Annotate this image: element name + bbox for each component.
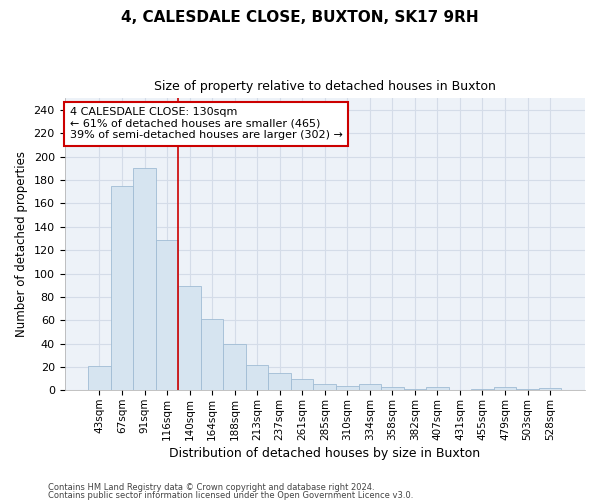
Bar bbox=[178, 286, 201, 391]
Bar bbox=[291, 378, 313, 390]
X-axis label: Distribution of detached houses by size in Buxton: Distribution of detached houses by size … bbox=[169, 447, 481, 460]
Text: 4 CALESDALE CLOSE: 130sqm
← 61% of detached houses are smaller (465)
39% of semi: 4 CALESDALE CLOSE: 130sqm ← 61% of detac… bbox=[70, 107, 343, 140]
Bar bbox=[516, 389, 539, 390]
Y-axis label: Number of detached properties: Number of detached properties bbox=[15, 152, 28, 338]
Bar bbox=[313, 384, 336, 390]
Bar bbox=[539, 388, 562, 390]
Bar bbox=[201, 319, 223, 390]
Bar bbox=[471, 389, 494, 390]
Bar bbox=[223, 344, 246, 390]
Title: Size of property relative to detached houses in Buxton: Size of property relative to detached ho… bbox=[154, 80, 496, 93]
Text: Contains HM Land Registry data © Crown copyright and database right 2024.: Contains HM Land Registry data © Crown c… bbox=[48, 484, 374, 492]
Bar bbox=[88, 366, 111, 390]
Bar bbox=[246, 364, 268, 390]
Bar bbox=[359, 384, 381, 390]
Bar bbox=[133, 168, 156, 390]
Bar bbox=[111, 186, 133, 390]
Bar bbox=[156, 240, 178, 390]
Bar bbox=[404, 389, 426, 390]
Text: 4, CALESDALE CLOSE, BUXTON, SK17 9RH: 4, CALESDALE CLOSE, BUXTON, SK17 9RH bbox=[121, 10, 479, 25]
Bar bbox=[336, 386, 359, 390]
Bar bbox=[494, 387, 516, 390]
Bar bbox=[268, 373, 291, 390]
Bar bbox=[381, 387, 404, 390]
Bar bbox=[426, 387, 449, 390]
Text: Contains public sector information licensed under the Open Government Licence v3: Contains public sector information licen… bbox=[48, 491, 413, 500]
